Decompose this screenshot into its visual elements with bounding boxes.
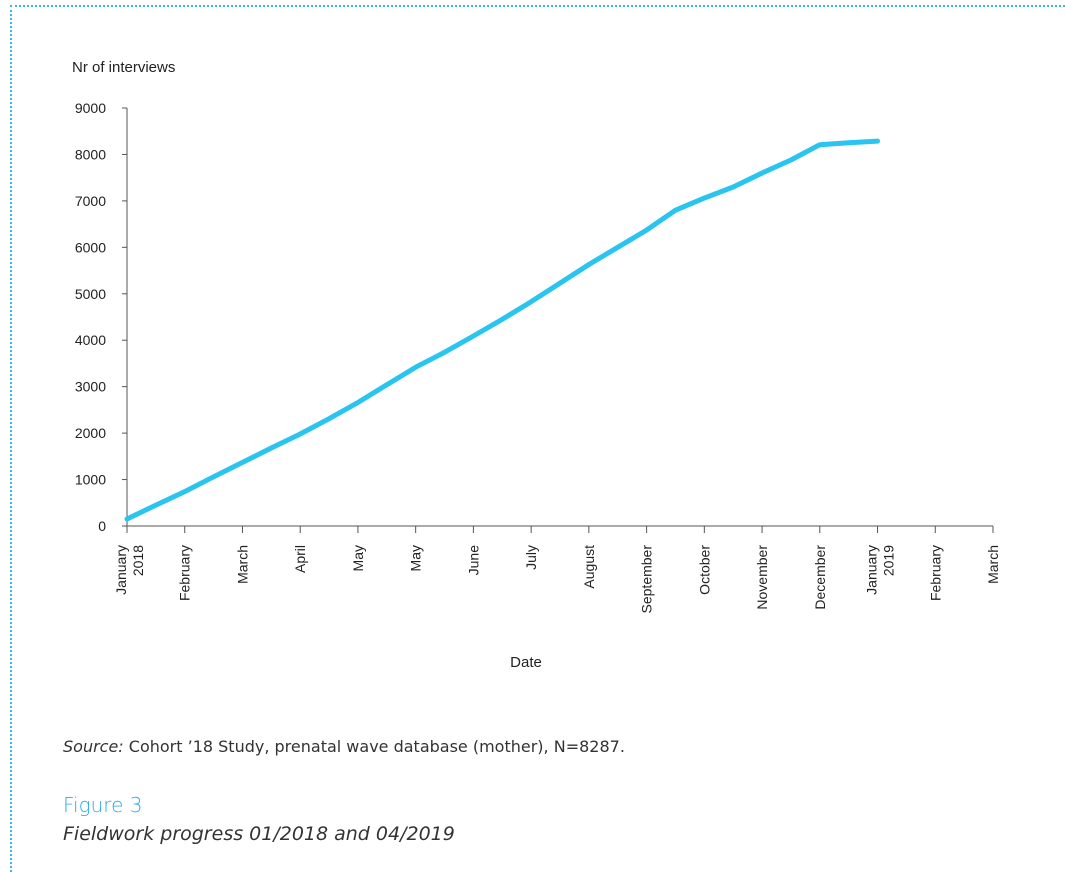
source-label: Source: [63, 737, 124, 756]
y-tick-label: 7000 [75, 193, 106, 209]
frame-left-border [10, 5, 12, 872]
x-tick-label: May [408, 545, 424, 571]
source-text: Cohort ’18 Study, prenatal wave database… [123, 737, 625, 756]
x-axis-title: Date [510, 654, 542, 671]
y-tick-label: 8000 [75, 146, 106, 162]
x-tick-label: January2018 [113, 545, 146, 595]
figure-caption: Fieldwork progress 01/2018 and 04/2019 [63, 823, 455, 845]
x-tick-label: June [465, 545, 481, 576]
x-tick-label: April [292, 545, 308, 573]
x-tick-label: February [177, 545, 193, 601]
y-tick-label: 9000 [75, 100, 106, 116]
y-tick-label: 5000 [75, 286, 106, 302]
x-tick-label: October [696, 545, 712, 595]
x-tick-label: July [523, 545, 539, 570]
y-tick-label: 1000 [75, 472, 106, 488]
y-axis: 0 1000 2000 3000 4000 5000 6000 7000 8000 9000 [75, 100, 128, 534]
y-tick-label: 6000 [75, 239, 106, 255]
x-tick-label: August [581, 545, 597, 589]
x-tick-label: September [639, 545, 655, 614]
y-axis-title: Nr of interviews [72, 59, 175, 76]
series-line-interviews [124, 138, 880, 522]
y-tick-label: 0 [98, 518, 106, 534]
line-chart: Nr of interviews 0 1000 2000 3000 4000 5000 60… [72, 59, 1001, 671]
y-tick-label: 4000 [75, 332, 106, 348]
x-tick-label: February [927, 545, 943, 601]
x-axis: January2018 February March April May May June J… [113, 525, 1001, 614]
y-tick-label: 3000 [75, 379, 106, 395]
source-note: Source: Cohort ’18 Study, prenatal wave … [63, 737, 625, 756]
x-tick-label: May [350, 545, 366, 571]
x-tick-label: March [234, 545, 250, 584]
frame-top-border [10, 5, 1065, 7]
x-tick-label: November [754, 545, 770, 610]
x-tick-label: January2019 [864, 545, 897, 595]
x-tick-label: December [812, 545, 828, 610]
x-tick-label: March [985, 545, 1001, 584]
figure-label: Figure 3 [63, 793, 143, 817]
y-tick-label: 2000 [75, 425, 106, 441]
